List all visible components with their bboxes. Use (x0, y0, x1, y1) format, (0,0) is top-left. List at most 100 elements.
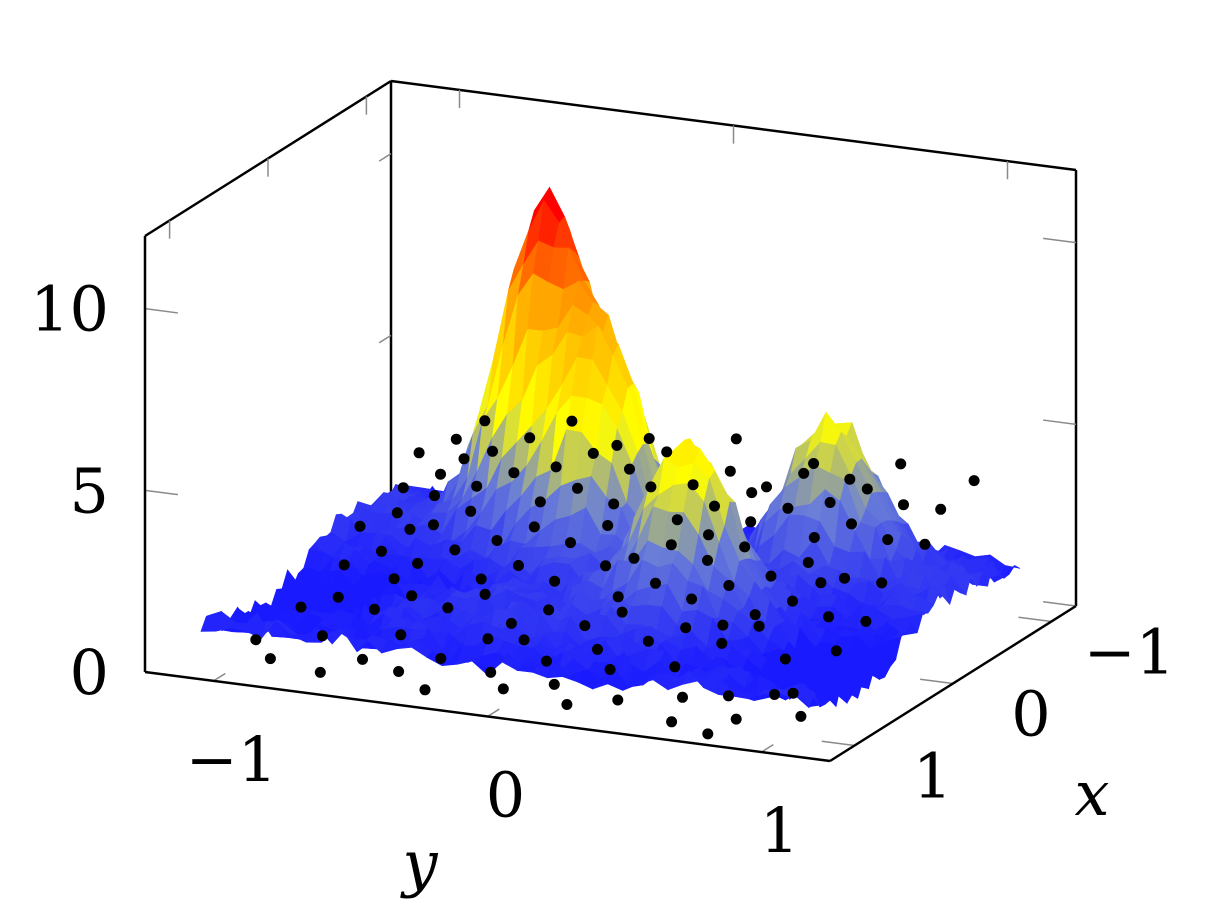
scatter-point (645, 481, 657, 493)
scatter-point (428, 519, 439, 531)
scatter-point (572, 482, 583, 494)
scatter-point (798, 467, 810, 479)
surface (200, 186, 1021, 709)
scatter-point (666, 716, 678, 728)
scatter-point (824, 497, 836, 508)
scatter-point (250, 634, 262, 646)
x-tick-label: 1 (913, 740, 952, 813)
scatter-point (528, 521, 540, 533)
scatter-point (505, 617, 517, 629)
x-tick-mark (920, 678, 954, 685)
y-tick-label: −1 (186, 723, 277, 796)
scatter-point (332, 591, 344, 603)
scatter-point (846, 518, 857, 530)
scatter-point (612, 591, 624, 603)
z-tick-mark (1043, 419, 1077, 426)
scatter-point (404, 523, 416, 535)
scatter-point (435, 468, 446, 480)
y-tick-mark (761, 744, 774, 753)
scatter-point (354, 520, 366, 532)
scatter-point (895, 458, 907, 470)
x-axis-label: x (1075, 757, 1110, 830)
z-tick-mark (378, 153, 392, 162)
scatter-point (485, 666, 497, 678)
scatter-point (534, 496, 546, 508)
scatter-point (561, 699, 573, 710)
scatter-point (442, 602, 454, 614)
scatter-point (687, 479, 699, 491)
z-tick-mark (1043, 237, 1077, 244)
scatter-point (592, 643, 603, 655)
scatter-point (482, 633, 494, 645)
scatter-point (935, 503, 947, 515)
scatter-point (295, 601, 307, 613)
scatter-point (745, 516, 757, 528)
tick-marks (144, 89, 1077, 753)
box-edge (144, 670, 831, 763)
scatter-point (919, 538, 931, 550)
scatter-point (429, 490, 440, 502)
scatter-point (787, 687, 799, 699)
scatter-point (449, 544, 461, 556)
scatter-point (643, 433, 655, 444)
scatter-point (548, 678, 560, 690)
z-tick-label: 10 (30, 273, 109, 346)
scatter-point (608, 498, 620, 510)
scatter-point (513, 560, 524, 571)
scatter-point (395, 629, 407, 641)
z-tick-mark (1043, 600, 1077, 607)
scatter-point (860, 615, 872, 627)
scatter-point (703, 529, 714, 541)
scatter-point (815, 577, 827, 589)
scatter-point (471, 480, 483, 492)
x-tick-mark (1018, 616, 1052, 623)
scatter-point (753, 620, 765, 632)
scatter-point (314, 666, 326, 678)
y-tick-mark (487, 708, 500, 718)
scatter-point (579, 620, 591, 632)
scatter-point (600, 560, 612, 572)
scatter-point (406, 590, 418, 602)
scatter-point (412, 557, 424, 569)
scatter-point (465, 505, 477, 517)
scatter-point (508, 467, 520, 479)
x-tick-label: 0 (1011, 678, 1050, 751)
scatter-point (357, 653, 368, 665)
scatter-point (479, 415, 491, 427)
scatter-point (968, 475, 980, 487)
scatter-point (730, 433, 742, 445)
scatter-point (541, 655, 552, 667)
scatter-point (543, 604, 555, 616)
y-tick-label: 1 (760, 794, 799, 867)
scatter-point (612, 694, 624, 706)
scatter-point (565, 537, 576, 549)
scatter-point (550, 461, 562, 473)
scatter-point (391, 507, 403, 519)
scatter-point (861, 483, 873, 495)
scatter-point (876, 577, 888, 589)
scatter-point (624, 463, 635, 475)
scatter-point (524, 432, 536, 444)
scatter-point (419, 684, 431, 696)
scatter-point (628, 552, 640, 564)
z-tick-mark (144, 307, 178, 314)
scatter-point (723, 580, 735, 591)
scatter-point (823, 611, 835, 623)
scatter-points (250, 415, 980, 740)
scatter-point (611, 439, 623, 451)
scatter-point (376, 545, 387, 557)
scatter-point (368, 603, 380, 615)
scatter-point (830, 645, 842, 657)
scatter-point (749, 609, 761, 621)
front-box-edges (143, 236, 1077, 763)
scatter-point (680, 622, 692, 634)
scatter-point (604, 664, 616, 675)
scatter-point (413, 447, 425, 459)
scatter-point (587, 447, 599, 459)
scatter-point (397, 482, 409, 494)
scatter-point (724, 465, 736, 477)
scatter-point (671, 514, 683, 526)
scatter-point (669, 661, 681, 673)
